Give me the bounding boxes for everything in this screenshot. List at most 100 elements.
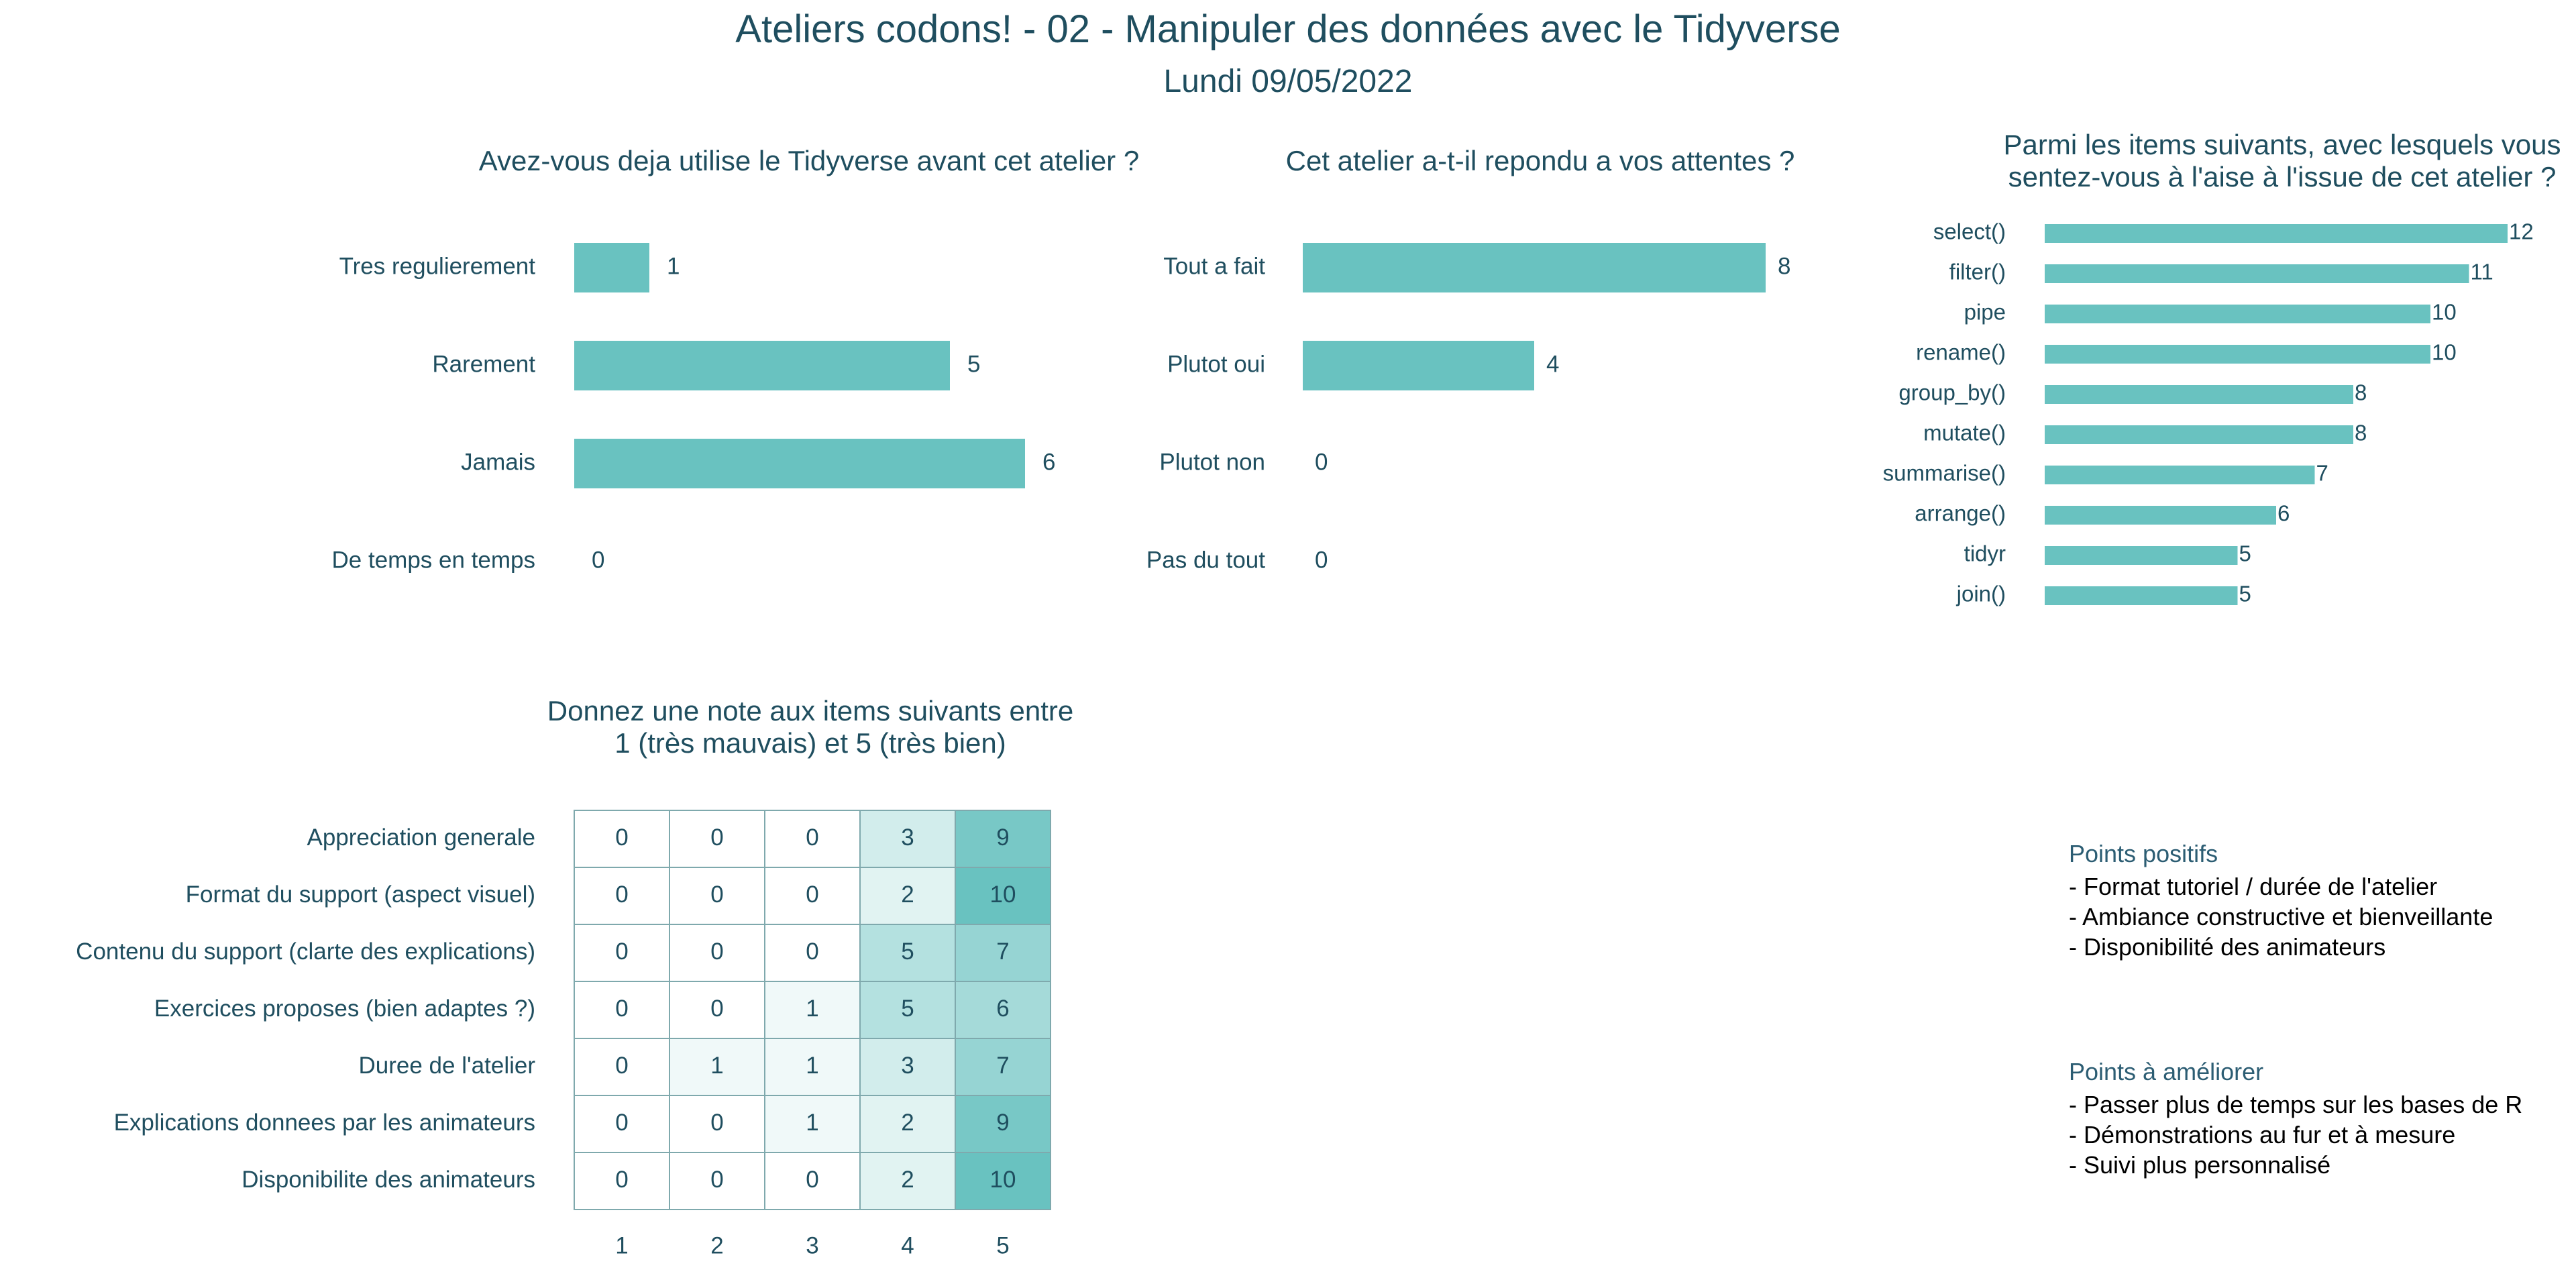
heatmap-cell: [574, 1038, 670, 1096]
heatmap-cell: [764, 867, 861, 925]
chart-title: sentez-vous à l'aise à l'issue de cet at…: [2008, 161, 2557, 193]
data-label: 4: [1546, 351, 1559, 377]
heatmap-value: 7: [996, 938, 1009, 965]
heatmap-col-label: 5: [996, 1232, 1009, 1258]
category-label: group_by(): [1898, 380, 2006, 405]
data-label: 8: [2355, 380, 2367, 405]
category-label: De temps en temps: [332, 547, 535, 573]
heatmap-value: 3: [901, 1053, 914, 1079]
page-subtitle: Lundi 09/05/2022: [1163, 64, 1412, 99]
heatmap-row-label: Explications donnees par les animateurs: [114, 1110, 535, 1136]
heatmap-row-label: Disponibilite des animateurs: [241, 1167, 535, 1193]
bar: [2045, 264, 2469, 283]
data-label: 10: [2432, 300, 2457, 325]
data-label: 12: [2509, 219, 2534, 244]
heatmap-value: 0: [806, 938, 818, 965]
category-label: tidyr: [1964, 541, 2006, 566]
category-label: Tres regulierement: [339, 253, 536, 279]
chart-expectations: Cet atelier a-t-il repondu a vos attente…: [1146, 145, 1794, 573]
bar: [2045, 506, 2276, 525]
data-label: 6: [1042, 449, 1055, 475]
heatmap-value: 10: [990, 1167, 1016, 1193]
category-label: arrange(): [1915, 501, 2006, 526]
bar: [2045, 224, 2508, 243]
bar: [1303, 243, 1766, 292]
heatmap-value: 7: [996, 1053, 1009, 1079]
heatmap-value: 0: [615, 1053, 628, 1079]
heatmap-cell: [955, 924, 1051, 982]
bar: [2045, 425, 2353, 444]
heatmap-value: 1: [806, 996, 818, 1022]
category-label: select(): [1933, 219, 2006, 244]
chart-title: Donnez une note aux items suivants entre: [547, 695, 1073, 727]
heatmap-cell: [955, 810, 1051, 868]
heatmap-cell: [859, 981, 956, 1039]
heatmap-row-label: Contenu du support (clarte des explicati…: [76, 938, 535, 965]
heatmap-value: 0: [710, 1110, 723, 1136]
bar: [2045, 385, 2353, 404]
heatmap-value: 1: [806, 1110, 818, 1136]
heatmap-value: 0: [806, 1167, 818, 1193]
category-label: Rarement: [432, 351, 535, 377]
data-label: 0: [1315, 449, 1328, 475]
heatmap-value: 0: [615, 996, 628, 1022]
heatmap-col-label: 2: [710, 1232, 723, 1258]
heatmap-cell: [859, 924, 956, 982]
heatmap-value: 0: [710, 1167, 723, 1193]
data-label: 8: [2355, 421, 2367, 445]
improvement-point-item: - Démonstrations au fur et à mesure: [2069, 1121, 2456, 1148]
heatmap-cell: [955, 1095, 1051, 1153]
heatmap-value: 0: [615, 1167, 628, 1193]
heatmap-value: 0: [615, 938, 628, 965]
heatmap-value: 9: [996, 1110, 1009, 1136]
data-label: 11: [2471, 260, 2493, 284]
positive-points-panel: Points positifs - Format tutoriel / duré…: [2069, 839, 2493, 962]
heatmap-col-label: 1: [615, 1232, 628, 1258]
data-label: 5: [2239, 541, 2251, 566]
heatmap-cell: [764, 1152, 861, 1210]
heatmap-value: 0: [615, 1110, 628, 1136]
heatmap-value: 0: [806, 881, 818, 908]
heatmap-cell: [859, 1038, 956, 1096]
data-label: 6: [2277, 501, 2290, 526]
category-label: mutate(): [1923, 421, 2006, 445]
category-label: join(): [1956, 582, 2006, 606]
bar: [2045, 305, 2430, 323]
heatmap-row-label: Format du support (aspect visuel): [186, 881, 535, 908]
heatmap-value: 6: [996, 996, 1009, 1022]
category-label: filter(): [1949, 260, 2006, 284]
heatmap-value: 0: [615, 824, 628, 851]
bar: [2045, 466, 2315, 484]
bar: [2045, 345, 2430, 364]
heatmap-cell: [669, 924, 765, 982]
heatmap-cell: [669, 1152, 765, 1210]
data-label: 5: [2239, 582, 2251, 606]
heatmap-col-label: 4: [901, 1232, 914, 1258]
bar: [574, 439, 1025, 488]
heatmap-cell: [764, 924, 861, 982]
data-label: 1: [667, 253, 680, 279]
heatmap-row-label: Exercices proposes (bien adaptes ?): [154, 996, 535, 1022]
positive-point-item: - Ambiance constructive et bienveillante: [2069, 903, 2493, 930]
heatmap-cell: [574, 810, 670, 868]
heatmap-value: 2: [901, 881, 914, 908]
category-label: Pas du tout: [1146, 547, 1265, 573]
improvement-point-item: - Passer plus de temps sur les bases de …: [2069, 1091, 2523, 1118]
heatmap-row-label: Appreciation generale: [307, 824, 535, 851]
category-label: rename(): [1916, 340, 2006, 365]
bar: [574, 341, 950, 390]
heatmap-value: 0: [710, 996, 723, 1022]
heatmap-value: 10: [990, 881, 1016, 908]
category-label: summarise(): [1883, 461, 2006, 486]
positive-points-title: Points positifs: [2069, 840, 2218, 867]
heatmap-cell: [859, 810, 956, 868]
heatmap-cell: [764, 981, 861, 1039]
heatmap-cell: [669, 1095, 765, 1153]
bar: [574, 243, 649, 292]
data-label: 8: [1778, 253, 1790, 279]
heatmap-value: 1: [806, 1053, 818, 1079]
heatmap-value: 3: [901, 824, 914, 851]
bar: [1303, 341, 1534, 390]
heatmap-row-label: Duree de l'atelier: [359, 1053, 536, 1079]
chart-title: Cet atelier a-t-il repondu a vos attente…: [1286, 145, 1795, 176]
